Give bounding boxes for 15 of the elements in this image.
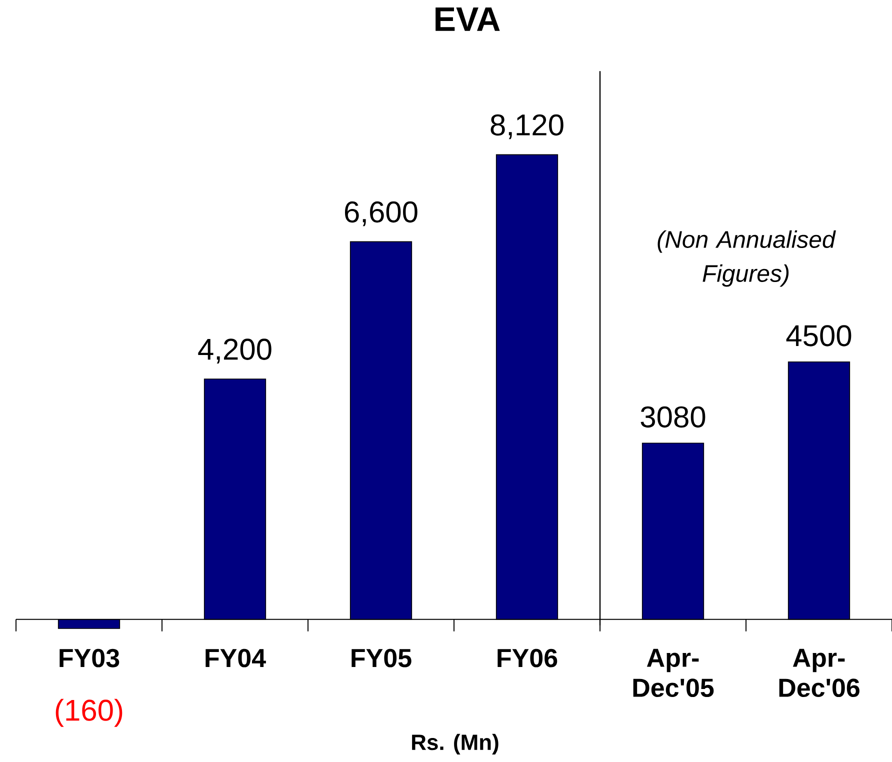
data-label: 6,600 — [344, 201, 418, 226]
chart-title: EVA — [436, 8, 500, 31]
data-label: 3080 — [640, 406, 706, 428]
data-label: 8,120 — [490, 114, 564, 140]
data-label: (160) — [56, 698, 122, 727]
x-tick-label: FY04 — [206, 648, 266, 668]
x-tick-label: Apr-Dec'05 — [633, 648, 714, 698]
x-tick-label: FY05 — [352, 648, 412, 668]
annotation: (Non Annualised Figures) — [658, 230, 836, 287]
x-tick-label: FY03 — [60, 648, 120, 668]
x-tick-label: Apr-Dec'06 — [779, 648, 860, 698]
data-label: 4500 — [786, 325, 852, 346]
x-tick-label: FY06 — [498, 648, 558, 668]
x-axis-title: Rs. (Mn) — [412, 734, 498, 754]
data-label: 4,200 — [198, 338, 272, 364]
